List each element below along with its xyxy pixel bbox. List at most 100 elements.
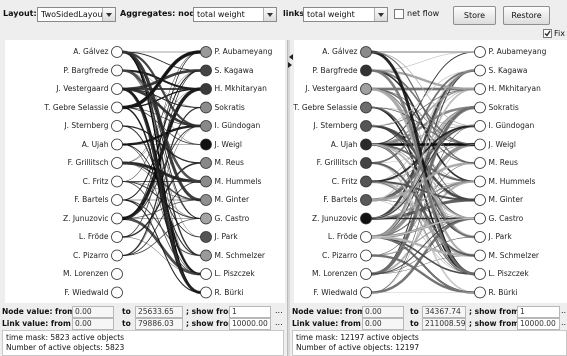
left-node[interactable] (360, 138, 372, 151)
link-more-button[interactable]: ... (561, 318, 567, 327)
right-node[interactable] (200, 101, 212, 114)
link-show-from-field[interactable]: 10000.00 (229, 318, 271, 330)
right-node[interactable] (200, 212, 212, 225)
right-node[interactable] (474, 83, 486, 95)
graph-link[interactable] (122, 125, 201, 219)
left-node[interactable] (360, 120, 372, 132)
right-node[interactable] (200, 249, 212, 262)
right-node[interactable] (200, 46, 212, 58)
link-to-field[interactable]: 79886.03 (135, 318, 183, 330)
net-flow-checkbox[interactable] (394, 9, 404, 19)
nodes-aggregate-select[interactable]: total weight (193, 7, 277, 22)
graph-link[interactable] (122, 87, 201, 276)
graph-link[interactable] (371, 254, 475, 294)
node-show-from-field[interactable]: 1 (517, 306, 560, 318)
right-node[interactable] (474, 249, 486, 262)
graph-link[interactable] (371, 88, 475, 182)
left-node[interactable] (111, 286, 123, 299)
node-to-field[interactable]: 34367.74 (422, 306, 466, 318)
graph-link[interactable] (122, 50, 201, 109)
right-node[interactable] (200, 120, 212, 132)
store-button[interactable]: Store (453, 6, 496, 25)
left-node[interactable] (111, 212, 123, 225)
left-node[interactable] (360, 175, 372, 188)
link-graph-left[interactable] (5, 40, 285, 303)
graph-link[interactable] (122, 181, 201, 275)
right-node[interactable] (474, 157, 486, 169)
fix-checkbox[interactable] (543, 29, 552, 38)
left-node[interactable] (111, 83, 123, 95)
right-node[interactable] (200, 83, 212, 95)
left-node[interactable] (360, 212, 372, 225)
graph-link[interactable] (122, 144, 201, 275)
left-node[interactable] (111, 64, 123, 77)
graph-link[interactable] (371, 51, 475, 127)
collapse-left-icon[interactable] (289, 54, 293, 60)
graph-link[interactable] (122, 88, 201, 109)
left-node[interactable] (111, 46, 123, 58)
graph-link[interactable] (371, 125, 475, 219)
left-node[interactable] (360, 231, 372, 243)
right-node[interactable] (474, 138, 486, 151)
graph-link[interactable] (371, 217, 475, 238)
graph-link[interactable] (371, 107, 475, 145)
left-node[interactable] (360, 64, 372, 77)
graph-link[interactable] (371, 69, 475, 91)
graph-link[interactable] (371, 107, 475, 127)
split-divider[interactable] (287, 40, 290, 356)
right-node[interactable] (200, 194, 212, 206)
graph-link[interactable] (371, 50, 475, 276)
left-node[interactable] (360, 83, 372, 95)
graph-link[interactable] (122, 50, 201, 202)
link-show-from-field[interactable]: 10000.00 (517, 318, 560, 330)
graph-link[interactable] (122, 51, 201, 219)
right-node[interactable] (474, 194, 486, 206)
right-node[interactable] (200, 138, 212, 151)
left-node[interactable] (111, 157, 123, 169)
right-node[interactable] (200, 286, 212, 299)
graph-link[interactable] (122, 50, 201, 128)
chevron-down-icon[interactable] (374, 8, 387, 21)
right-node[interactable] (200, 175, 212, 188)
right-node[interactable] (200, 157, 212, 169)
right-node[interactable] (474, 101, 486, 114)
graph-link[interactable] (371, 181, 475, 219)
graph-panel-left[interactable]: A. Gálvez P. Bargfrede J. Vestergaard T. Ge… (5, 40, 285, 303)
graph-link[interactable] (122, 218, 201, 256)
left-node[interactable] (111, 138, 123, 151)
links-aggregate-select[interactable]: total weight (303, 7, 388, 22)
left-node[interactable] (360, 268, 372, 280)
left-node[interactable] (111, 194, 123, 206)
left-node[interactable] (360, 46, 372, 58)
link-graph-right[interactable] (294, 40, 567, 303)
graph-link[interactable] (371, 162, 475, 257)
graph-link[interactable] (371, 217, 475, 275)
restore-button[interactable]: Restore (503, 6, 550, 25)
graph-link[interactable] (371, 69, 475, 238)
left-node[interactable] (111, 231, 123, 243)
right-node[interactable] (474, 46, 486, 58)
left-node[interactable] (111, 268, 123, 280)
collapse-right-icon[interactable] (288, 62, 292, 68)
right-node[interactable] (474, 231, 486, 243)
graph-link[interactable] (371, 51, 475, 164)
node-from-field[interactable]: 0.00 (72, 306, 114, 318)
graph-link[interactable] (371, 236, 475, 293)
link-to-field[interactable]: 211008.59 (422, 318, 466, 330)
right-node[interactable] (200, 231, 212, 243)
left-node[interactable] (111, 120, 123, 132)
left-node[interactable] (360, 101, 372, 114)
right-node[interactable] (200, 64, 212, 77)
graph-panel-right[interactable]: A. Gálvez P. Bargfrede J. Vestergaard T. Ge… (293, 40, 567, 303)
link-from-field[interactable]: 0.00 (72, 318, 114, 330)
left-node[interactable] (360, 286, 372, 299)
graph-link[interactable] (122, 70, 201, 164)
link-from-field[interactable]: 0.00 (362, 318, 404, 330)
node-show-from-field[interactable]: 1 (229, 306, 271, 318)
left-node[interactable] (360, 157, 372, 169)
graph-link[interactable] (122, 51, 201, 257)
layout-select[interactable]: TwoSidedLayout (37, 7, 116, 22)
chevron-down-icon[interactable] (102, 8, 115, 21)
graph-link[interactable] (122, 88, 201, 293)
left-node[interactable] (111, 249, 123, 262)
